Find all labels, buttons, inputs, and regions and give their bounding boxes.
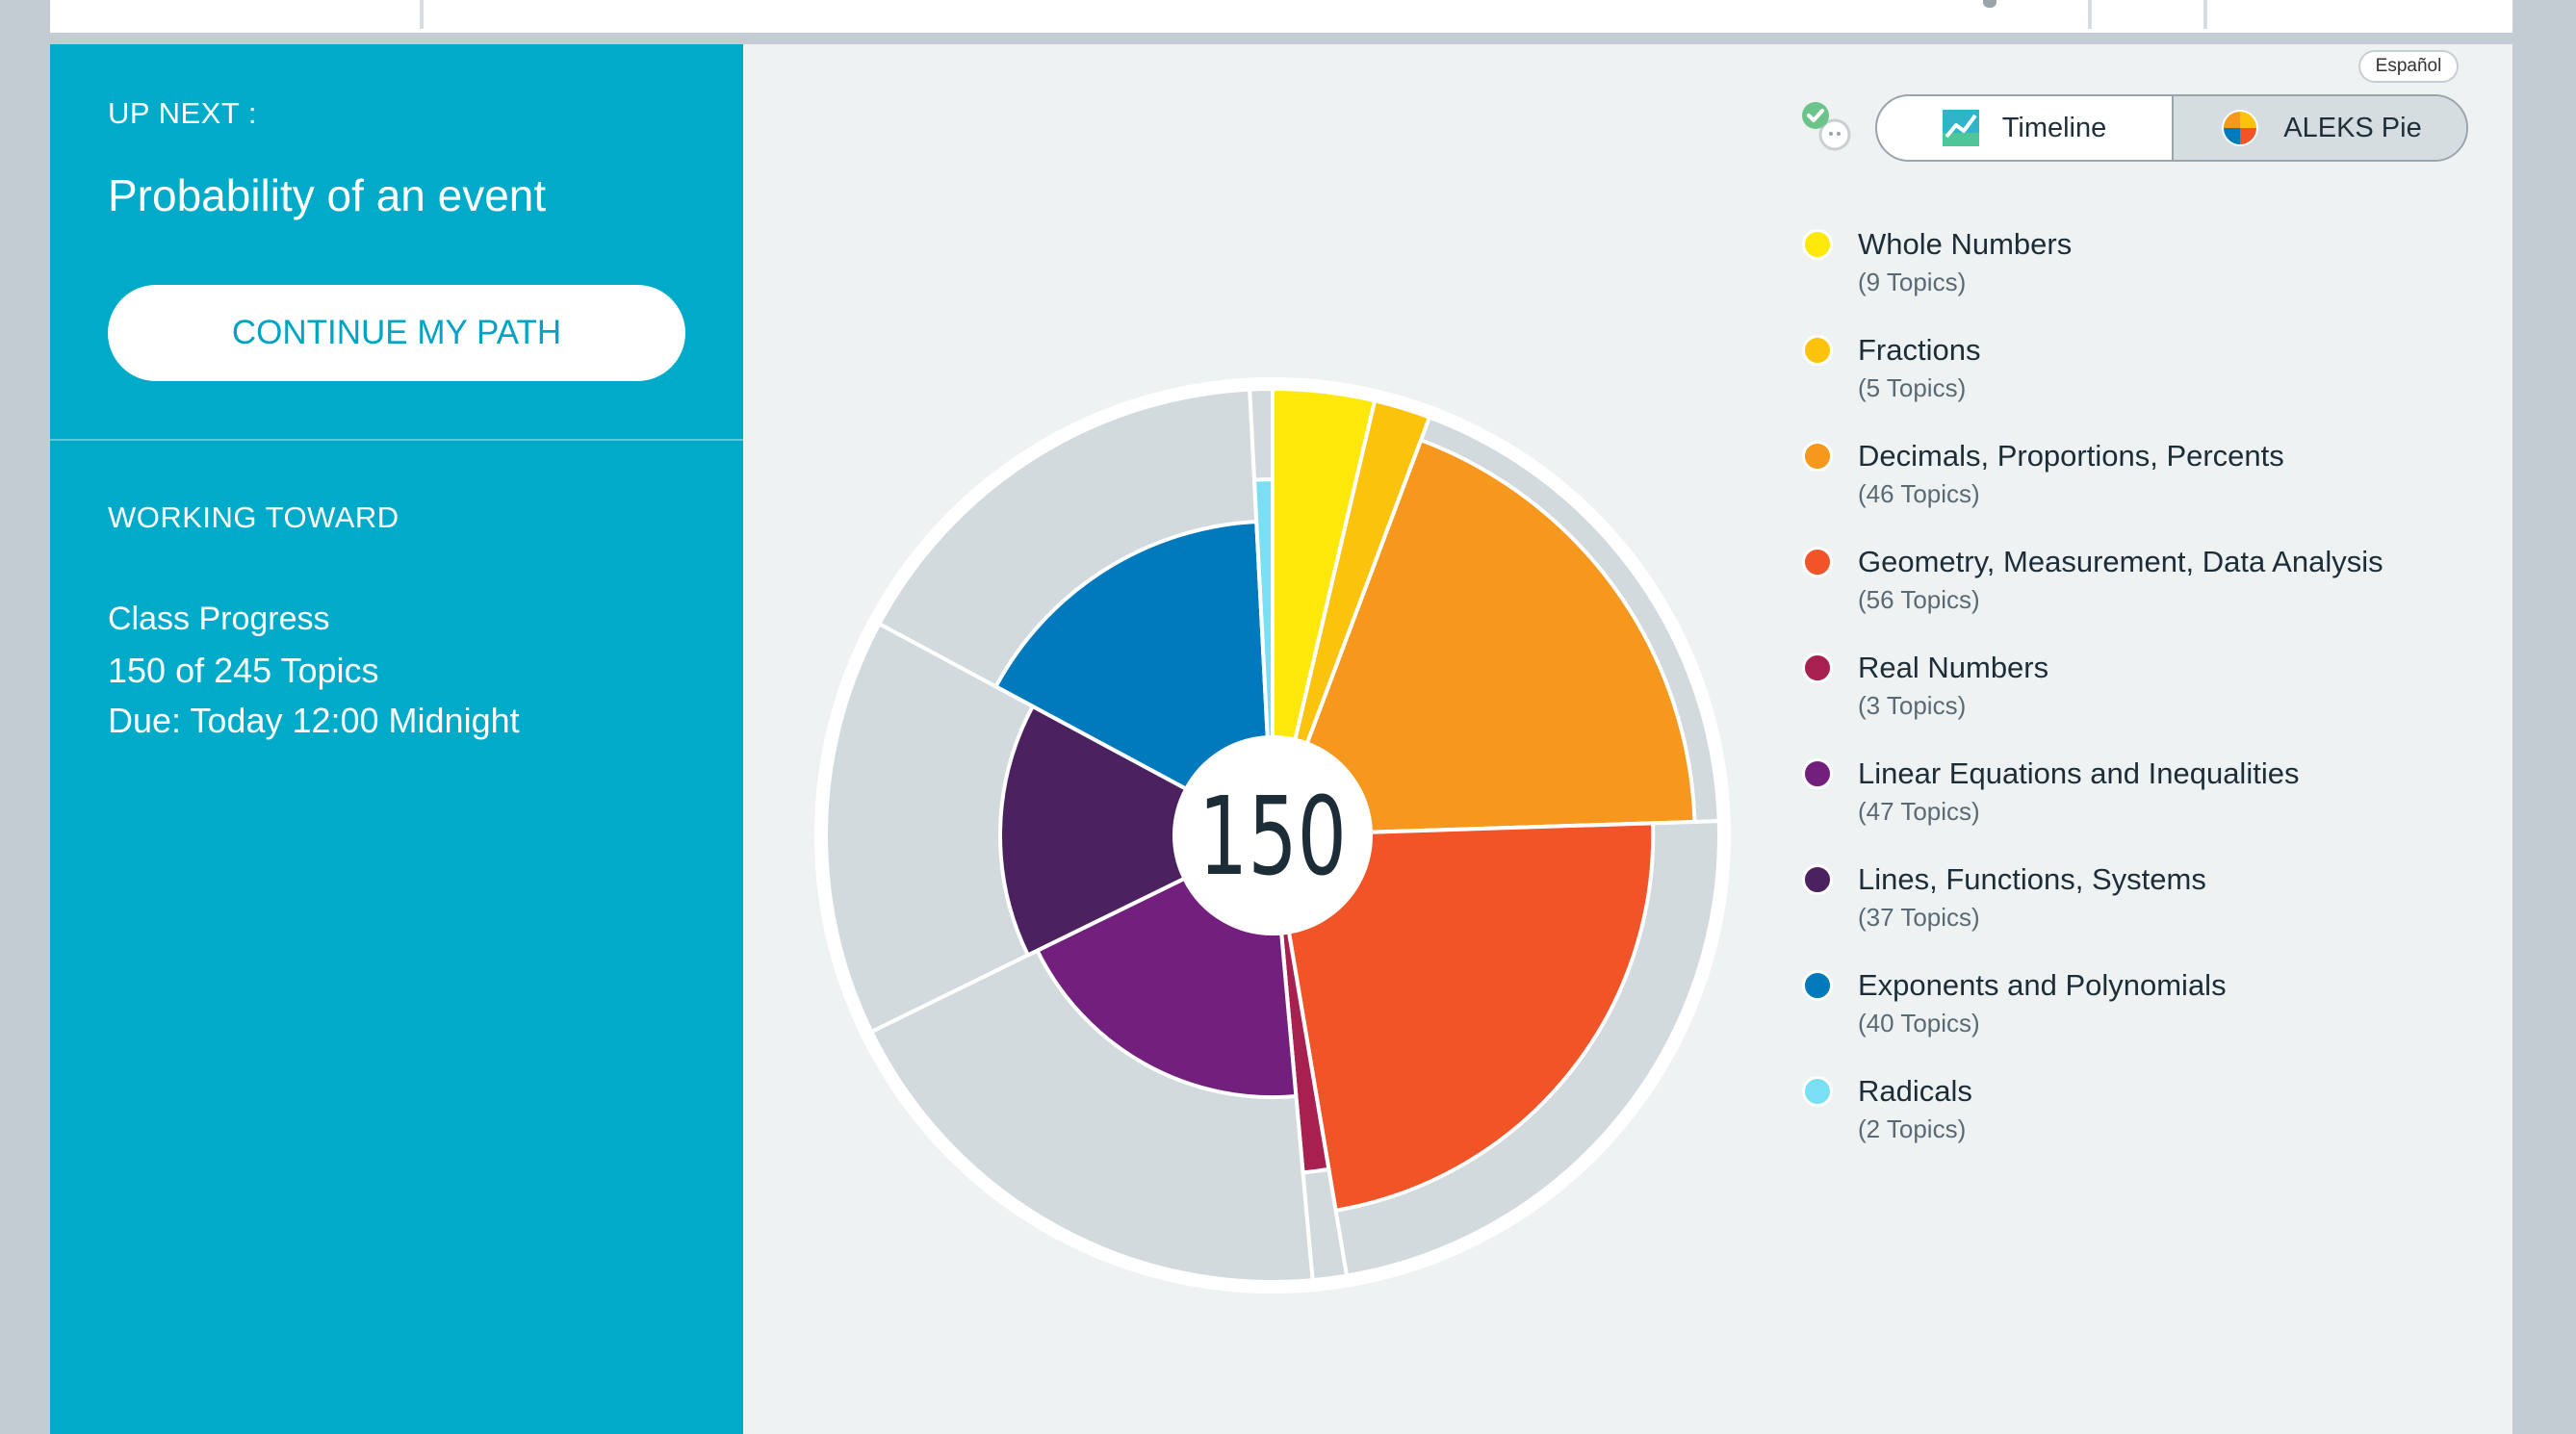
legend-category-name: Radicals [1858,1074,1972,1108]
pie-slice-mastered[interactable] [992,519,1270,792]
timeline-icon [1942,110,1979,146]
view-toggle: Timeline ALEKS Pie [1875,94,2468,162]
top-bar-divider [2203,0,2207,29]
legend-category-name: Geometry, Measurement, Data Analysis [1858,545,2383,578]
notification-indicator [1983,0,1996,8]
due-date: Due: Today 12:00 Midnight [108,701,520,740]
class-progress-value: 150 of 245 Topics [108,651,379,690]
working-toward-label: WORKING TOWARD [108,500,399,534]
legend-category-name: Decimals, Proportions, Percents [1858,439,2284,473]
next-topic-title: Probability of an event [108,170,547,220]
legend-color-dot [1802,653,1833,683]
top-bar-divider [420,0,424,29]
legend-color-dot [1802,335,1833,366]
top-bar [50,0,2512,33]
pie-center [1174,737,1371,934]
legend-category-name: Linear Equations and Inequalities [1858,756,2300,790]
legend-color-dot [1802,758,1833,789]
legend-topic-count: (40 Topics) [1858,1009,1980,1037]
continue-my-path-button[interactable]: CONTINUE MY PATH [108,285,685,381]
legend-topic-count: (47 Topics) [1858,797,1980,826]
legend-topic-count: (5 Topics) [1858,373,1967,402]
legend-topic-count: (56 Topics) [1858,585,1980,614]
mastered-topics-count: 150 [1198,775,1347,901]
legend-category-name: Fractions [1858,333,1981,367]
mastery-check-icon [1802,102,1851,151]
sidebar: UP NEXT : Probability of an event CONTIN… [50,44,743,1434]
legend-color-dot [1802,547,1833,577]
legend-category-name: Exponents and Polynomials [1858,968,2227,1002]
legend-topic-count: (37 Topics) [1858,903,1980,932]
class-progress-label: Class Progress [108,601,330,637]
legend-topic-count: (3 Topics) [1858,691,1967,720]
top-bar-divider [2088,0,2092,29]
pie-slices [824,386,1721,1284]
aleks-pie-label: ALEKS Pie [2283,112,2422,143]
up-next-label: UP NEXT : [108,96,257,130]
legend-category-name: Lines, Functions, Systems [1858,862,2206,896]
legend-color-dot [1802,441,1833,472]
timeline-toggle-button[interactable]: Timeline [1877,96,2172,160]
aleks-pie-toggle-button[interactable]: ALEKS Pie [2172,96,2466,160]
legend-category-name: Whole Numbers [1858,227,2073,261]
timeline-label: Timeline [2001,112,2107,143]
legend-color-dot [1802,970,1833,1001]
legend-topic-count: (46 Topics) [1858,479,1980,508]
aleks-pie-chart: 150 [814,377,1731,1293]
legend-topic-count: (9 Topics) [1858,268,1967,296]
pie-chart-icon [2222,110,2259,146]
legend-color-dot [1802,864,1833,895]
sidebar-divider [50,439,743,441]
main-panel: Español Timeline ALEKS Pie [743,44,2512,1434]
legend-category-name: Real Numbers [1858,651,2049,684]
legend-color-dot [1802,229,1833,260]
legend-topic-count: (2 Topics) [1858,1114,1967,1143]
language-button[interactable]: Español [2358,50,2459,83]
legend-color-dot [1802,1076,1833,1107]
